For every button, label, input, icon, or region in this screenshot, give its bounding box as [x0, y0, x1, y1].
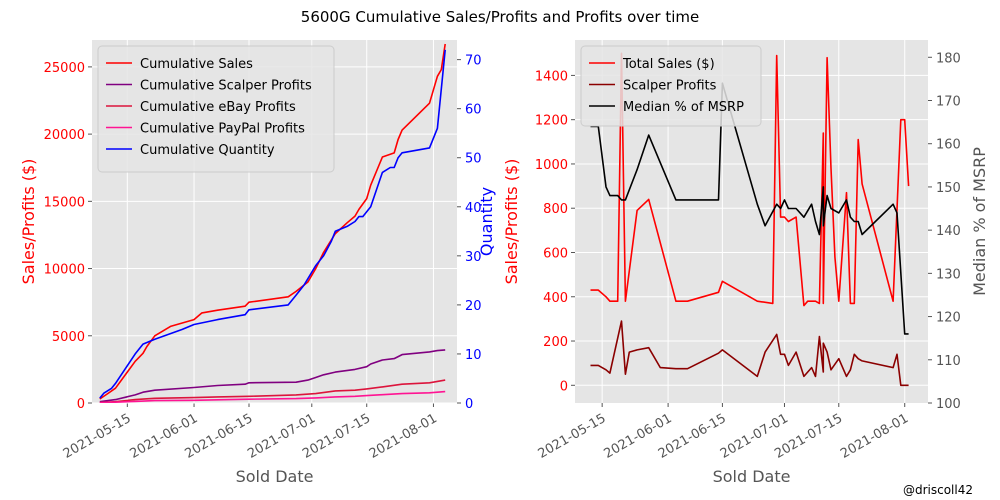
y2-tick-label: 180 — [936, 51, 961, 66]
y2-tick-label: 160 — [936, 138, 961, 153]
y-tick-label: 10000 — [44, 263, 85, 278]
y2-tick-label: 60 — [465, 103, 482, 118]
y-tick-label: 25000 — [44, 61, 85, 76]
y-tick-label: 200 — [543, 335, 568, 350]
x-tick-label: 2021-05-15 — [536, 411, 609, 462]
y2-tick-label: 40 — [465, 201, 482, 216]
y-tick-label: 400 — [543, 291, 568, 306]
y-tick-label: 0 — [560, 379, 568, 394]
y2-tick-label: 70 — [465, 54, 482, 69]
y-axis-label: Sales/Profits ($) — [502, 159, 521, 285]
right-chart-panel: 2021-05-152021-06-012021-06-152021-07-01… — [502, 40, 989, 486]
y-tick-label: 20000 — [44, 128, 85, 143]
series-group — [590, 52, 910, 387]
y2-tick-label: 20 — [465, 299, 482, 314]
series-line-total-sales — [590, 52, 910, 307]
x-axis-label: Sold Date — [236, 467, 314, 486]
y2-tick-label: 140 — [936, 224, 961, 239]
y2-tick-label: 120 — [936, 311, 961, 326]
y2-tick-label: 100 — [936, 397, 961, 412]
y2-tick-label: 30 — [465, 250, 482, 265]
y-tick-label: 5000 — [52, 330, 85, 345]
left-chart-panel: 2021-05-152021-06-012021-06-152021-07-01… — [19, 40, 496, 486]
series-line-cumulative-quantity — [99, 49, 446, 399]
legend-label: Cumulative PayPal Profits — [140, 122, 305, 137]
y2-tick-label: 130 — [936, 267, 961, 282]
series-line-scalper-profits — [590, 320, 909, 387]
y-tick-label: 800 — [543, 202, 568, 217]
legend-label: Total Sales ($) — [622, 57, 715, 72]
y2-tick-label: 170 — [936, 95, 961, 110]
y2-tick-label: 110 — [936, 354, 961, 369]
legend-label: Cumulative Scalper Profits — [140, 79, 312, 94]
x-tick-label: 2021-08-01 — [838, 411, 911, 462]
y-tick-label: 1200 — [535, 114, 568, 129]
y2-tick-label: 0 — [465, 397, 473, 412]
legend-label: Median % of MSRP — [623, 100, 744, 115]
legend-label: Cumulative Quantity — [140, 143, 275, 158]
y2-axis-label: Median % of MSRP — [970, 147, 989, 296]
credit-text: @driscoll42 — [903, 483, 973, 497]
x-axis-label: Sold Date — [713, 467, 791, 486]
y-tick-label: 1400 — [535, 69, 568, 84]
y-axis-label: Sales/Profits ($) — [19, 159, 38, 285]
series-group — [99, 43, 446, 403]
y-tick-label: 1000 — [535, 158, 568, 173]
y2-tick-label: 10 — [465, 348, 482, 363]
y-tick-label: 15000 — [44, 195, 85, 210]
y-tick-label: 0 — [77, 397, 85, 412]
x-tick-label: 2021-08-01 — [367, 411, 440, 462]
y2-tick-label: 50 — [465, 152, 482, 167]
legend-label: Cumulative Sales — [140, 57, 253, 72]
series-line-cumulative-ebay-profits — [99, 379, 446, 403]
series-line-cumulative-paypal-profits — [99, 390, 446, 403]
y-tick-label: 600 — [543, 246, 568, 261]
legend-box — [580, 45, 762, 127]
series-line-cumulative-scalper-profits — [99, 349, 446, 403]
y2-tick-label: 150 — [936, 181, 961, 196]
x-tick-label: 2021-05-15 — [61, 411, 134, 462]
legend-box — [97, 45, 335, 173]
series-line-median-of-msrp — [590, 82, 909, 335]
y2-axis-label: Quantity — [477, 187, 496, 256]
legend-label: Scalper Profits — [623, 79, 717, 94]
figure-title: 5600G Cumulative Sales/Profits and Profi… — [301, 8, 699, 26]
legend-label: Cumulative eBay Profits — [140, 100, 296, 115]
